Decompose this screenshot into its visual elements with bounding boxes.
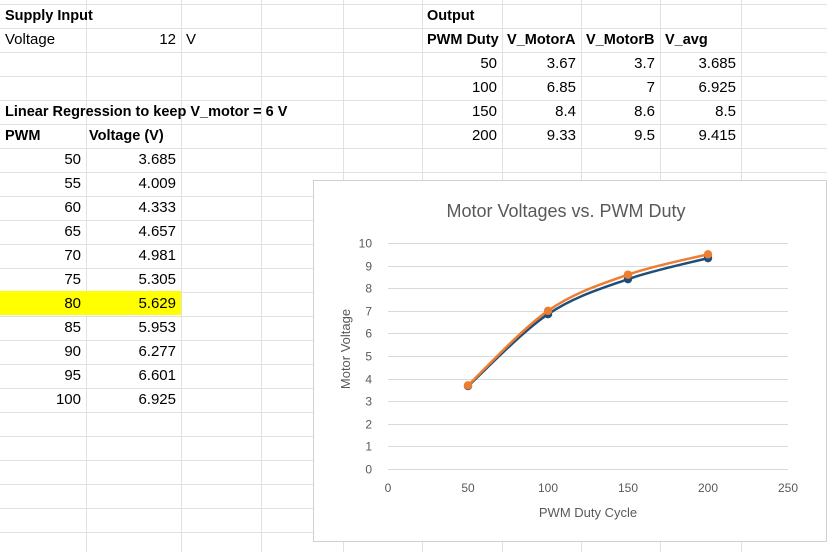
regression-pwm-cell[interactable]: 100 [55, 391, 81, 408]
output-pwm-cell[interactable]: 100 [471, 79, 497, 96]
regression-pwm-cell[interactable]: 75 [64, 271, 81, 288]
regression-voltage-header[interactable]: Voltage (V) [89, 128, 164, 144]
regression-pwm-cell[interactable]: 80 [64, 295, 81, 312]
x-tick-label: 150 [618, 481, 638, 495]
regression-pwm-header[interactable]: PWM [5, 128, 41, 144]
regression-voltage-cell[interactable]: 5.629 [138, 295, 176, 312]
y-tick-label: 7 [365, 305, 372, 319]
output-v-motorb-cell[interactable]: 3.7 [634, 55, 655, 72]
output-v-avg-cell[interactable]: 6.925 [698, 79, 736, 96]
voltage-unit[interactable]: V [186, 31, 197, 48]
regression-voltage-cell[interactable]: 4.009 [138, 175, 176, 192]
output-v-motorb-cell[interactable]: 8.6 [634, 103, 655, 120]
x-tick-label: 250 [778, 481, 798, 495]
regression-pwm-cell[interactable]: 50 [64, 151, 81, 168]
output-col-pwm-duty[interactable]: PWM Duty [427, 32, 499, 48]
output-col-v-avg[interactable]: V_avg [665, 32, 708, 48]
series-1-line [467, 256, 709, 387]
y-tick-label: 4 [365, 373, 372, 387]
regression-voltage-cell[interactable]: 4.333 [138, 199, 176, 216]
output-v-motora-cell[interactable]: 8.4 [555, 103, 576, 120]
regression-pwm-cell[interactable]: 90 [64, 343, 81, 360]
y-tick-label: 6 [365, 327, 372, 341]
regression-voltage-cell[interactable]: 4.657 [138, 223, 176, 240]
y-tick-label: 1 [365, 440, 372, 454]
regression-pwm-cell[interactable]: 85 [64, 319, 81, 336]
highlighted-row-background [0, 291, 181, 315]
output-v-motora-cell[interactable]: 3.67 [546, 55, 576, 72]
output-v-motorb-cell[interactable]: 9.5 [634, 127, 655, 144]
regression-pwm-cell[interactable]: 70 [64, 247, 81, 264]
output-v-motora-cell[interactable]: 6.85 [546, 79, 576, 96]
output-v-avg-cell[interactable]: 9.415 [698, 127, 736, 144]
regression-voltage-cell[interactable]: 5.305 [138, 271, 176, 288]
x-tick-label: 50 [461, 481, 475, 495]
chart-area[interactable]: 0 1 2 3 4 5 6 7 8 9 10 0 50 100 150 200 250 Motor Voltage… [313, 180, 827, 542]
regression-pwm-cell[interactable]: 55 [64, 175, 81, 192]
regression-voltage-cell[interactable]: 6.925 [138, 391, 176, 408]
y-tick-label: 10 [359, 237, 373, 251]
y-tick-label: 2 [365, 418, 372, 432]
output-heading[interactable]: Output [427, 8, 475, 24]
output-v-avg-cell[interactable]: 3.685 [698, 55, 736, 72]
supply-heading[interactable]: Supply Input [5, 8, 93, 24]
output-pwm-cell[interactable]: 200 [471, 127, 497, 144]
y-tick-label: 9 [365, 260, 372, 274]
output-v-avg-cell[interactable]: 8.5 [715, 103, 736, 120]
x-axis-label: PWM Duty Cycle [539, 505, 637, 520]
series-2-line [467, 253, 709, 387]
y-tick-label: 8 [365, 282, 372, 296]
regression-voltage-cell[interactable]: 4.981 [138, 247, 176, 264]
y-tick-label: 0 [365, 463, 372, 477]
output-v-motorb-cell[interactable]: 7 [646, 79, 655, 96]
output-v-motora-cell[interactable]: 9.33 [546, 127, 576, 144]
chart-title: Motor Voltages vs. PWM Duty [446, 201, 685, 221]
output-col-v-motorb[interactable]: V_MotorB [586, 32, 655, 48]
regression-voltage-cell[interactable]: 6.601 [138, 367, 176, 384]
voltage-value[interactable]: 12 [159, 31, 176, 48]
regression-pwm-cell[interactable]: 60 [64, 199, 81, 216]
regression-voltage-cell[interactable]: 6.277 [138, 343, 176, 360]
output-pwm-cell[interactable]: 150 [471, 103, 497, 120]
output-pwm-cell[interactable]: 50 [480, 55, 497, 72]
y-tick-label: 5 [365, 350, 372, 364]
regression-pwm-cell[interactable]: 95 [64, 367, 81, 384]
regression-heading[interactable]: Linear Regression to keep V_motor = 6 V [5, 104, 288, 120]
series-2-point [623, 270, 633, 279]
x-tick-label: 0 [385, 481, 392, 495]
x-tick-label: 100 [538, 481, 558, 495]
series-2-point [703, 250, 713, 259]
regression-voltage-cell[interactable]: 5.953 [138, 319, 176, 336]
regression-pwm-cell[interactable]: 65 [64, 223, 81, 240]
y-axis-label: Motor Voltage [338, 309, 353, 389]
regression-voltage-cell[interactable]: 3.685 [138, 151, 176, 168]
x-tick-label: 200 [698, 481, 718, 495]
output-col-v-motora[interactable]: V_MotorA [507, 32, 576, 48]
y-tick-label: 3 [365, 395, 372, 409]
voltage-label[interactable]: Voltage [5, 31, 56, 48]
series-2-point [463, 381, 473, 390]
series-2-point [543, 306, 553, 315]
